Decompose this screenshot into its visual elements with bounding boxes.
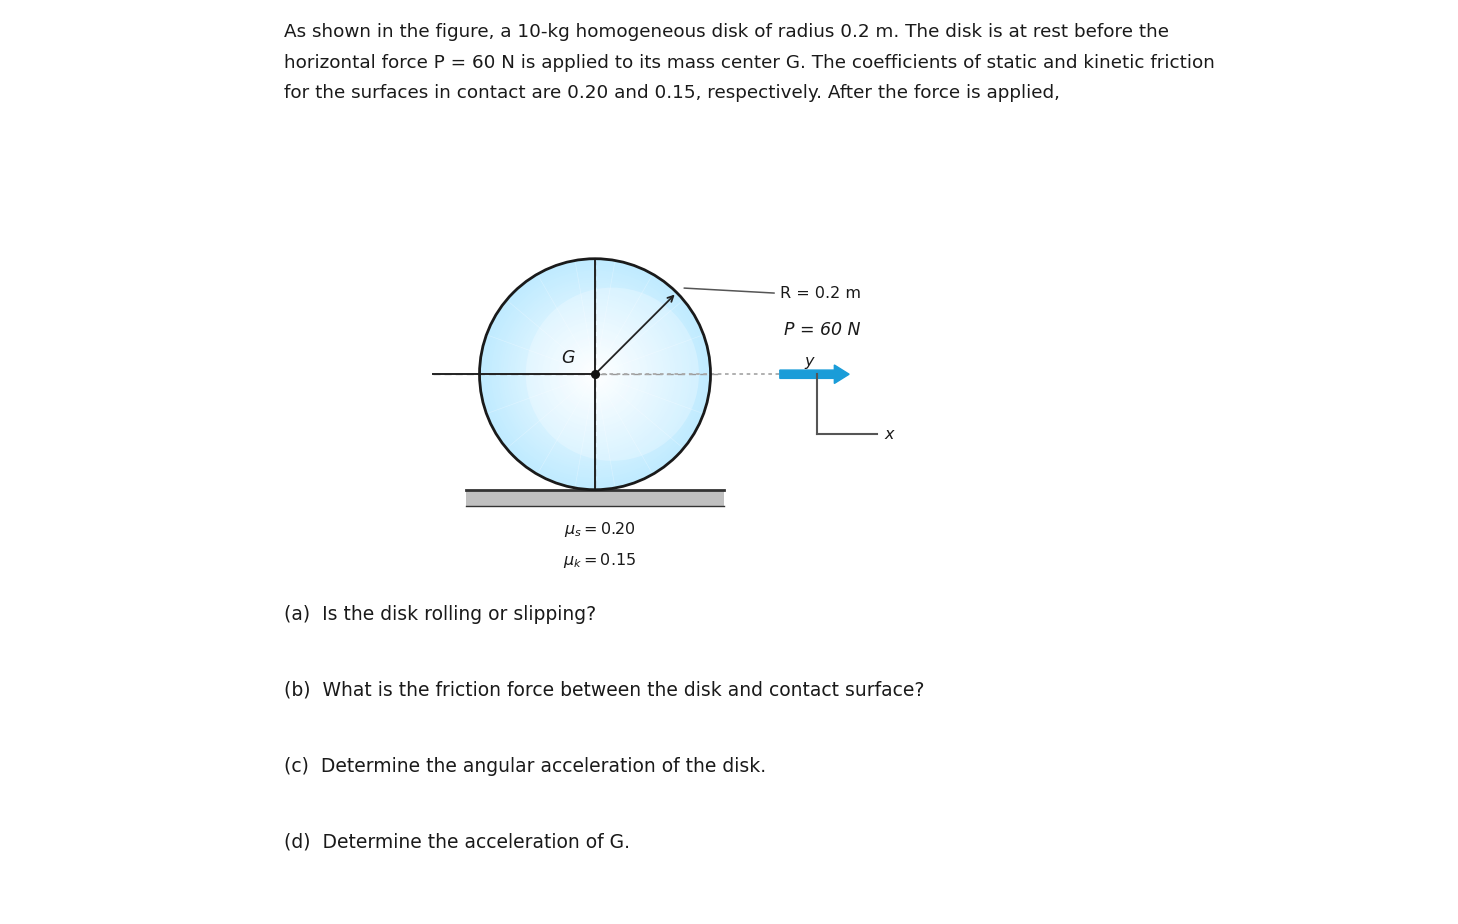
Circle shape	[521, 300, 669, 448]
Circle shape	[539, 319, 650, 430]
Circle shape	[583, 363, 607, 386]
Circle shape	[532, 312, 658, 437]
Circle shape	[503, 282, 687, 467]
Circle shape	[500, 279, 690, 469]
Circle shape	[544, 323, 646, 425]
Circle shape	[480, 259, 710, 490]
Circle shape	[515, 294, 677, 456]
Circle shape	[507, 286, 682, 462]
Circle shape	[512, 291, 678, 457]
Circle shape	[593, 372, 598, 377]
Circle shape	[542, 322, 649, 427]
Circle shape	[579, 359, 611, 390]
Circle shape	[488, 268, 701, 480]
Circle shape	[531, 310, 659, 439]
Circle shape	[554, 333, 637, 416]
Text: R = 0.2 m: R = 0.2 m	[684, 286, 860, 301]
Text: $\mu_s = 0.20$: $\mu_s = 0.20$	[564, 520, 636, 540]
Circle shape	[504, 285, 685, 465]
Text: (d)  Determine the acceleration of G.: (d) Determine the acceleration of G.	[284, 833, 630, 852]
Circle shape	[528, 307, 662, 442]
Circle shape	[558, 337, 631, 411]
Circle shape	[480, 259, 710, 490]
Circle shape	[526, 305, 665, 444]
Circle shape	[555, 335, 634, 414]
Circle shape	[537, 316, 653, 432]
Circle shape	[535, 314, 655, 434]
Circle shape	[523, 303, 666, 446]
Text: P = 60 N: P = 60 N	[784, 322, 860, 339]
Text: (c)  Determine the angular acceleration of the disk.: (c) Determine the angular acceleration o…	[284, 757, 765, 776]
Circle shape	[567, 346, 623, 402]
Circle shape	[516, 296, 674, 453]
Circle shape	[484, 263, 706, 485]
Circle shape	[547, 326, 643, 423]
Circle shape	[563, 342, 627, 407]
Text: As shown in the figure, a 10-kg homogeneous disk of radius 0.2 m. The disk is at: As shown in the figure, a 10-kg homogene…	[284, 23, 1169, 41]
Circle shape	[509, 288, 681, 460]
Circle shape	[574, 354, 615, 395]
Circle shape	[526, 287, 698, 461]
Circle shape	[588, 368, 602, 381]
FancyArrow shape	[780, 365, 849, 383]
Circle shape	[499, 277, 693, 471]
Text: (b)  What is the friction force between the disk and contact surface?: (b) What is the friction force between t…	[284, 681, 924, 700]
Text: horizontal force P = 60 N is applied to its mass center G. The coefficients of s: horizontal force P = 60 N is applied to …	[284, 54, 1215, 71]
Circle shape	[551, 331, 639, 419]
Text: y: y	[805, 354, 814, 369]
Circle shape	[496, 274, 694, 473]
Circle shape	[493, 273, 697, 476]
Circle shape	[491, 270, 698, 479]
Circle shape	[519, 298, 671, 451]
Circle shape	[548, 328, 642, 420]
Circle shape	[590, 370, 599, 379]
Text: $\mu_k = 0.15$: $\mu_k = 0.15$	[563, 551, 636, 570]
Circle shape	[566, 345, 625, 405]
Circle shape	[572, 351, 618, 397]
Circle shape	[487, 266, 704, 482]
Circle shape	[576, 356, 614, 393]
Text: G: G	[561, 349, 574, 367]
Text: for the surfaces in contact are 0.20 and 0.15, respectively. After the force is : for the surfaces in contact are 0.20 and…	[284, 84, 1060, 102]
Circle shape	[586, 365, 604, 383]
Circle shape	[560, 340, 630, 408]
Circle shape	[582, 360, 609, 388]
Text: (a)  Is the disk rolling or slipping?: (a) Is the disk rolling or slipping?	[284, 605, 596, 625]
Circle shape	[481, 261, 709, 488]
Text: x: x	[884, 427, 894, 442]
Circle shape	[570, 349, 621, 399]
Bar	[465, 490, 725, 506]
